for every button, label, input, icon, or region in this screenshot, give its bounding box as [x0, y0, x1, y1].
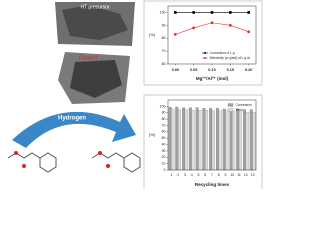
x-tick-label: 1 — [170, 173, 172, 177]
x-tick-label: 0.05 — [190, 68, 197, 72]
legend-label: Selectivity (or yield) of L-g at — [210, 56, 250, 60]
x-tick-label: 5 — [197, 173, 199, 177]
bar — [171, 108, 175, 171]
y-tick-label: 80 — [162, 36, 166, 40]
x-tick-label: 3 — [184, 173, 186, 177]
legend-label: Conversion — [236, 103, 252, 107]
y-tick-label: 100 — [160, 104, 166, 108]
bar — [184, 109, 188, 171]
scheme: HT precursor Catalyst Hydrogen — [7, 2, 141, 173]
plot-frame — [167, 5, 257, 65]
x-tick-label: 6 — [204, 173, 206, 177]
bar — [218, 110, 222, 171]
y-tick-label: 80 — [162, 117, 166, 121]
marker — [247, 11, 250, 14]
bar — [202, 108, 206, 171]
bar — [249, 109, 253, 171]
bar — [188, 107, 192, 171]
bar — [236, 108, 240, 171]
marker — [174, 11, 177, 14]
legend-swatch — [227, 108, 234, 112]
y-tick-label: 100 — [160, 10, 166, 14]
bar — [229, 108, 233, 171]
y-tick-label: 60 — [162, 130, 166, 134]
bar — [225, 110, 229, 171]
bar — [252, 111, 256, 171]
bar — [232, 111, 236, 171]
y-tick-label: 10 — [162, 162, 166, 166]
legend-marker — [204, 57, 206, 59]
bar — [198, 110, 202, 171]
y-tick-label: 30 — [162, 149, 166, 153]
bar — [209, 108, 213, 171]
marker — [192, 26, 196, 30]
bar — [182, 107, 186, 171]
x-tick-label: 13 — [251, 173, 255, 177]
y-axis-label: (%) — [149, 32, 156, 37]
reactant-molecule — [7, 151, 57, 173]
x-tick-label: 11 — [237, 173, 241, 177]
y-tick-label: 90 — [162, 111, 166, 115]
x-tick-label: 8 — [218, 173, 220, 177]
x-axis-label: Recycling times — [195, 182, 230, 187]
graphical-abstract: HT precursor Catalyst Hydrogen 607080901… — [7, 0, 263, 189]
x-axis-label: Mg²⁺/Al³⁺ (mol) — [196, 76, 229, 81]
x-tick-label: 9 — [225, 173, 227, 177]
marker — [229, 11, 232, 14]
x-tick-label: 12 — [244, 173, 248, 177]
x-tick-label: 4 — [191, 173, 193, 177]
legend-swatch — [227, 103, 234, 107]
marker — [173, 32, 177, 36]
y-axis-label: (%) — [149, 132, 156, 137]
x-tick-label: 0.15 — [227, 68, 234, 72]
marker — [247, 30, 251, 34]
marker — [210, 11, 214, 14]
bar — [245, 111, 249, 171]
bar — [243, 109, 246, 171]
y-tick-label: 50 — [162, 136, 166, 140]
catalyst-texture — [70, 60, 122, 98]
bar — [178, 109, 181, 171]
y-tick-label: 70 — [162, 49, 166, 53]
hydrogen-arrow — [12, 111, 136, 148]
precursor-texture — [62, 5, 128, 40]
y-tick-label: 60 — [162, 62, 166, 66]
y-tick-label: 0 — [164, 168, 166, 172]
panel — [143, 0, 263, 86]
y-tick-label: 70 — [162, 123, 166, 127]
y-tick-label: 20 — [162, 155, 166, 159]
y-tick-label: 90 — [162, 23, 166, 27]
legend-marker — [204, 52, 206, 54]
arrow-label: Hydrogen — [58, 116, 86, 122]
bar — [168, 106, 172, 171]
bar — [195, 107, 199, 171]
bar — [215, 108, 219, 171]
x-tick-label: 0.20 — [245, 68, 252, 72]
x-tick-label: 2 — [177, 173, 179, 177]
x-tick-label: 10 — [230, 173, 234, 177]
catalyst-label: Catalyst — [79, 55, 98, 61]
legend-label: Conversion of L-p — [210, 51, 235, 55]
x-tick-label: 7 — [211, 173, 213, 177]
bar — [211, 110, 215, 171]
bar — [191, 110, 195, 171]
bar — [175, 106, 179, 171]
marker — [192, 11, 195, 14]
x-tick-label: 0.00 — [172, 68, 179, 72]
bar — [222, 108, 226, 171]
legend-label: Yield — [236, 108, 243, 112]
marker — [210, 21, 214, 25]
product-molecule — [91, 151, 141, 173]
x-tick-label: 0.10 — [208, 68, 215, 72]
bar — [205, 110, 209, 171]
precursor-label: HT precursor — [80, 4, 109, 10]
plot-frame — [167, 99, 257, 171]
y-tick-label: 40 — [162, 142, 166, 146]
marker — [228, 23, 232, 27]
bar — [238, 111, 242, 171]
